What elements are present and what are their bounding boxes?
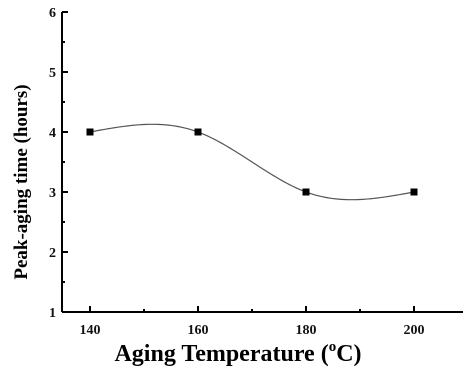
y-tick-label-4: 4 <box>49 126 56 141</box>
x-tick-label-200: 200 <box>404 323 425 338</box>
x-axis-title-degree: o <box>329 339 337 355</box>
fit-curve <box>89 123 415 201</box>
x-tick-label-140: 140 <box>80 323 101 338</box>
y-tick-label-5: 5 <box>49 66 56 81</box>
x-axis-title: Aging Temperature (oC) <box>114 339 361 367</box>
y-tick-label-6: 6 <box>49 6 56 21</box>
y-tick-label-3: 3 <box>49 186 56 201</box>
x-axis-title-main: Aging Temperature ( <box>114 341 328 367</box>
data-point-200 <box>410 188 418 196</box>
data-markers <box>86 128 418 196</box>
x-axis-title-tail: C) <box>336 341 361 367</box>
y-tick-label-2: 2 <box>49 246 56 261</box>
y-tick-label-1: 1 <box>49 306 56 321</box>
x-tick-label-180: 180 <box>296 323 317 338</box>
data-point-140 <box>86 128 94 136</box>
y-ticks: 1 2 3 4 5 6 <box>49 6 68 321</box>
data-point-160 <box>194 128 202 136</box>
data-point-180 <box>302 188 310 196</box>
y-axis-title: Peak-aging time (hours) <box>11 84 32 279</box>
x-ticks: 140 160 180 200 <box>80 306 425 338</box>
x-tick-label-160: 160 <box>188 323 209 338</box>
plot-area: 1 2 3 4 5 6 140 160 180 200 <box>49 6 463 338</box>
